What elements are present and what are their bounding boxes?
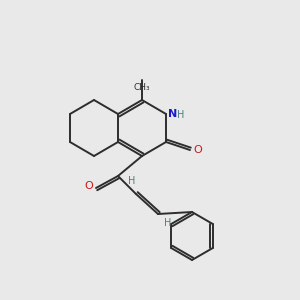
Text: O: O xyxy=(193,145,202,155)
Text: N: N xyxy=(168,109,177,119)
Text: O: O xyxy=(84,181,93,191)
Text: H: H xyxy=(164,218,171,228)
Text: H: H xyxy=(128,176,136,186)
Text: CH₃: CH₃ xyxy=(134,83,150,92)
Text: H: H xyxy=(177,110,184,120)
